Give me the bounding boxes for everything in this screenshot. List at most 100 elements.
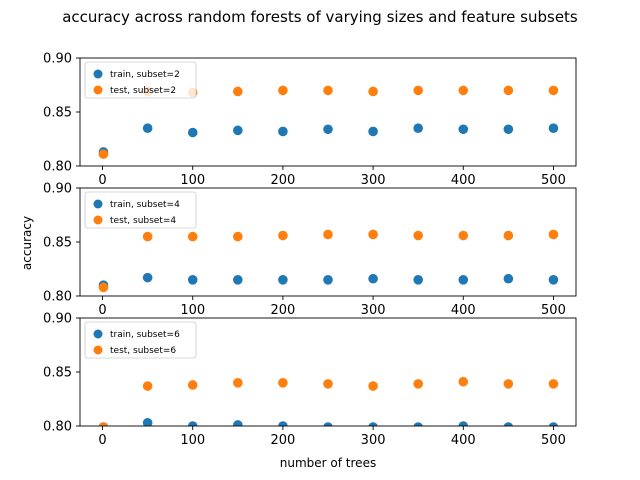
x-tick-label: 100 — [180, 433, 205, 448]
data-point — [278, 126, 288, 137]
data-point — [458, 230, 469, 241]
legend-marker — [93, 215, 103, 225]
legend-label: test, subset=6 — [110, 346, 176, 356]
y-tick-label: 0.85 — [43, 236, 72, 251]
data-point — [413, 275, 423, 285]
data-point — [548, 379, 559, 389]
subplot-2: 0 100 200 300 400 500 0.80 0.85 0.90 train, subse… — [43, 182, 577, 318]
x-tick-label: 100 — [180, 303, 205, 318]
data-point — [548, 229, 559, 240]
data-point — [368, 422, 378, 426]
y-tick-label: 0.85 — [43, 366, 72, 381]
data-point — [458, 376, 469, 387]
data-point — [323, 85, 333, 96]
x-tick-label: 500 — [541, 173, 566, 188]
data-point — [548, 275, 559, 285]
points — [98, 376, 559, 426]
data-point — [503, 379, 514, 389]
x-tick-label: 500 — [541, 303, 566, 318]
data-point — [503, 422, 514, 426]
y-tick-label: 0.90 — [43, 312, 72, 327]
data-point — [142, 123, 153, 133]
data-point — [142, 272, 153, 283]
data-point — [142, 417, 153, 426]
data-point — [187, 231, 198, 242]
data-point — [413, 379, 423, 389]
data-point — [368, 86, 378, 97]
data-point — [503, 230, 514, 241]
data-point — [187, 127, 198, 138]
legend-label: train, subset=6 — [110, 330, 180, 340]
data-point — [548, 123, 559, 133]
data-point — [458, 85, 469, 96]
data-point — [458, 124, 469, 135]
y-tick-label: 0.90 — [43, 182, 72, 197]
data-point — [233, 231, 243, 242]
data-point — [278, 230, 288, 241]
x-tick-label: 0 — [98, 303, 106, 318]
data-point — [278, 275, 288, 285]
data-point — [278, 378, 288, 388]
legend-marker — [93, 69, 103, 79]
legend: train, subset=4 test, subset=4 — [84, 191, 197, 229]
data-point — [323, 422, 333, 426]
y-tick-label: 0.90 — [43, 52, 72, 67]
data-point — [458, 275, 469, 285]
legend-marker — [93, 199, 103, 209]
data-point — [98, 422, 109, 426]
data-point — [413, 85, 423, 96]
y-tick-label: 0.80 — [43, 420, 72, 435]
legend-marker — [93, 345, 103, 355]
chart-title: accuracy across random forests of varyin… — [62, 8, 578, 26]
data-point — [548, 422, 559, 426]
subplot-1: 0 100 200 300 400 500 0.80 0.85 0.90 train, subse… — [43, 52, 577, 188]
legend-box — [84, 61, 197, 99]
x-tick-label: 200 — [270, 433, 295, 448]
legend-label: train, subset=4 — [110, 200, 180, 210]
data-point — [98, 149, 109, 159]
subplot-3: 0 100 200 300 400 500 0.80 0.85 0.90 train, subse… — [43, 312, 577, 448]
legend: train, subset=2 test, subset=2 — [84, 61, 197, 99]
legend: train, subset=6 test, subset=6 — [84, 321, 197, 359]
x-tick-label: 300 — [361, 173, 386, 188]
x-tick-label: 400 — [451, 433, 476, 448]
x-tick-label: 100 — [180, 173, 205, 188]
data-point — [187, 275, 198, 285]
data-point — [503, 85, 514, 96]
x-tick-label: 300 — [361, 433, 386, 448]
x-tick-label: 0 — [98, 173, 106, 188]
data-point — [368, 229, 378, 240]
legend-label: test, subset=2 — [110, 86, 176, 96]
data-point — [368, 126, 378, 137]
legend-box — [84, 191, 197, 229]
x-axis-title: number of trees — [280, 456, 376, 470]
data-point — [278, 421, 288, 426]
data-point — [278, 85, 288, 96]
y-tick-label: 0.80 — [43, 160, 72, 175]
legend-label: test, subset=4 — [110, 216, 176, 226]
x-tick-label: 400 — [451, 173, 476, 188]
data-point — [233, 86, 243, 97]
data-point — [323, 275, 333, 285]
data-point — [368, 273, 378, 284]
x-tick-label: 0 — [98, 433, 106, 448]
data-point — [323, 379, 333, 389]
data-point — [323, 229, 333, 240]
subplots: 0 100 200 300 400 500 0.80 0.85 0.90 train, subse… — [43, 52, 577, 448]
data-point — [458, 421, 469, 426]
data-point — [413, 422, 423, 426]
legend-marker — [93, 329, 103, 339]
data-point — [142, 231, 153, 242]
data-point — [503, 124, 514, 135]
data-point — [233, 420, 243, 426]
legend-label: train, subset=2 — [110, 70, 180, 80]
data-point — [413, 123, 423, 133]
data-point — [233, 125, 243, 136]
legend-marker — [93, 85, 103, 95]
y-tick-label: 0.85 — [43, 106, 72, 121]
data-point — [233, 378, 243, 388]
y-tick-label: 0.80 — [43, 290, 72, 305]
data-point — [187, 421, 198, 426]
data-point — [548, 85, 559, 96]
